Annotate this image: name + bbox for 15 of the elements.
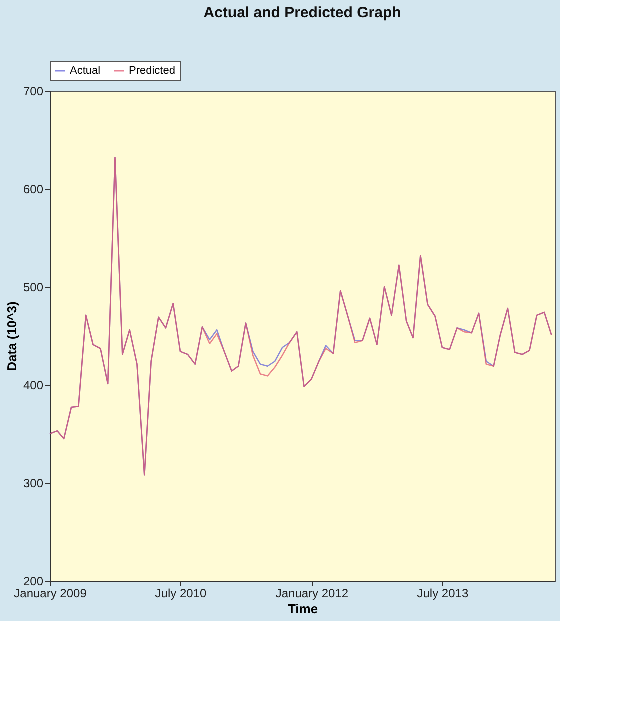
x-axis-title: Time	[288, 602, 318, 616]
y-axis-title: Data (10^3)	[4, 302, 20, 372]
y-tick-label: 600	[23, 182, 44, 196]
y-tick-label: 500	[23, 280, 44, 294]
x-tick-label: July 2013	[417, 586, 469, 600]
y-tick-label: 300	[23, 476, 44, 490]
x-tick-label: January 2009	[14, 586, 88, 600]
legend-label: Actual	[70, 65, 101, 77]
y-tick-label: 200	[23, 574, 44, 588]
y-tick-label: 700	[23, 84, 44, 98]
y-tick-label: 400	[23, 378, 44, 392]
x-tick-label: January 2012	[276, 586, 349, 600]
chart-title: Actual and Predicted Graph	[204, 4, 402, 22]
legend-label: Predicted	[129, 65, 176, 77]
x-tick-label: July 2010	[155, 586, 207, 600]
